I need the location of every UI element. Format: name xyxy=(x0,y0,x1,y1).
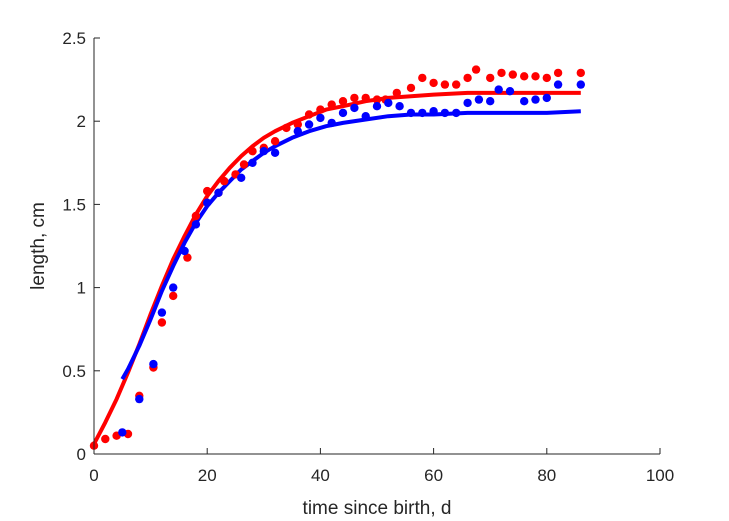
data-point-s1-7 xyxy=(157,318,167,327)
data-point-s1-39 xyxy=(508,70,517,79)
data-point-s1-40 xyxy=(520,72,529,81)
data-point-s2-30 xyxy=(474,95,484,104)
data-point-s1-41 xyxy=(531,72,540,81)
data-point-s1-37 xyxy=(486,73,495,83)
data-point-s1-30 xyxy=(406,83,416,93)
x-tick-label: 80 xyxy=(537,466,556,485)
data-point-s2-28 xyxy=(452,108,461,118)
data-point-s2-15 xyxy=(304,120,314,129)
data-point-s2-12 xyxy=(259,147,268,156)
data-point-s2-9 xyxy=(214,188,223,197)
data-point-s2-25 xyxy=(418,108,427,118)
data-point-s2-37 xyxy=(553,80,563,89)
data-point-s1-2 xyxy=(101,434,110,444)
data-point-s1-31 xyxy=(418,73,427,83)
data-point-s2-1 xyxy=(118,428,127,437)
data-point-s1-33 xyxy=(440,80,450,89)
data-point-s1-26 xyxy=(361,93,370,103)
data-point-s2-10 xyxy=(237,173,246,182)
data-point-s2-19 xyxy=(350,103,359,113)
data-point-s2-21 xyxy=(372,102,382,111)
data-point-s1-25 xyxy=(350,93,359,103)
data-point-s2-3 xyxy=(149,359,158,369)
data-point-s2-18 xyxy=(338,108,348,118)
data-point-s1-22 xyxy=(316,105,325,114)
y-tick-label: 1 xyxy=(77,279,86,298)
data-point-s2-7 xyxy=(191,220,201,229)
data-point-s1-10 xyxy=(191,211,201,221)
data-point-s2-13 xyxy=(270,148,280,157)
x-axis-title: time since birth, d xyxy=(303,498,452,519)
data-point-s2-32 xyxy=(494,85,503,94)
axis-ticks xyxy=(93,37,661,455)
data-point-s1-38 xyxy=(497,68,506,78)
data-point-s2-8 xyxy=(203,198,212,207)
data-point-s2-20 xyxy=(361,112,370,121)
data-point-s2-26 xyxy=(429,107,438,116)
data-point-s1-20 xyxy=(293,120,302,129)
data-point-s2-29 xyxy=(463,98,472,108)
data-point-s1-35 xyxy=(463,73,472,83)
data-point-s1-23 xyxy=(327,100,336,109)
data-points xyxy=(89,65,585,450)
data-point-s2-35 xyxy=(531,95,540,104)
y-tick-label: 2.5 xyxy=(62,29,86,48)
data-point-s1-18 xyxy=(270,137,280,146)
data-point-s2-22 xyxy=(384,98,393,108)
data-point-s1-8 xyxy=(169,291,178,301)
data-point-s1-21 xyxy=(304,110,314,119)
data-point-s2-24 xyxy=(406,108,416,118)
data-point-s2-16 xyxy=(316,113,325,123)
data-point-s2-4 xyxy=(157,308,167,317)
data-point-s2-17 xyxy=(327,118,336,128)
data-point-s2-14 xyxy=(293,127,302,136)
data-point-s2-6 xyxy=(180,246,189,256)
data-point-s1-34 xyxy=(452,80,461,89)
x-tick-label: 0 xyxy=(89,466,98,485)
data-point-s1-19 xyxy=(282,123,291,133)
data-point-s2-38 xyxy=(576,80,585,89)
data-point-s1-29 xyxy=(392,88,401,98)
y-tick-label: 2 xyxy=(77,112,86,131)
data-point-s1-15 xyxy=(239,160,249,169)
data-point-s1-13 xyxy=(220,176,229,186)
data-point-s2-5 xyxy=(169,283,178,292)
data-point-s1-24 xyxy=(338,97,348,106)
data-point-s2-34 xyxy=(520,97,529,106)
data-point-s2-23 xyxy=(395,102,404,111)
data-point-s1-36 xyxy=(471,65,481,74)
data-point-s2-31 xyxy=(486,97,495,106)
y-tick-label: 0.5 xyxy=(62,362,86,381)
data-point-s1-27 xyxy=(372,95,382,104)
x-tick-label: 60 xyxy=(424,466,443,485)
x-tick-label: 40 xyxy=(311,466,330,485)
x-tick-label: 100 xyxy=(646,466,674,485)
data-point-s1-16 xyxy=(248,147,257,156)
y-tick-label: 1.5 xyxy=(62,195,86,214)
y-axis-title: length, cm xyxy=(28,202,49,290)
data-point-s1-42 xyxy=(542,73,551,83)
data-point-s1-9 xyxy=(183,253,192,262)
data-point-s2-2 xyxy=(135,394,144,404)
x-tick-label: 20 xyxy=(198,466,217,485)
data-point-s2-27 xyxy=(440,108,450,118)
data-point-s2-36 xyxy=(542,93,551,103)
data-point-s1-43 xyxy=(553,68,563,78)
tick-labels: 0 20 40 60 80 100 0 0.5 1 1.5 2 2.5 xyxy=(62,29,674,485)
data-point-s1-44 xyxy=(576,68,585,78)
data-point-s2-11 xyxy=(248,158,257,167)
data-point-s1-11 xyxy=(203,186,212,196)
y-tick-label: 0 xyxy=(77,445,86,464)
data-point-s1-32 xyxy=(429,78,438,88)
data-point-s2-33 xyxy=(505,87,515,96)
